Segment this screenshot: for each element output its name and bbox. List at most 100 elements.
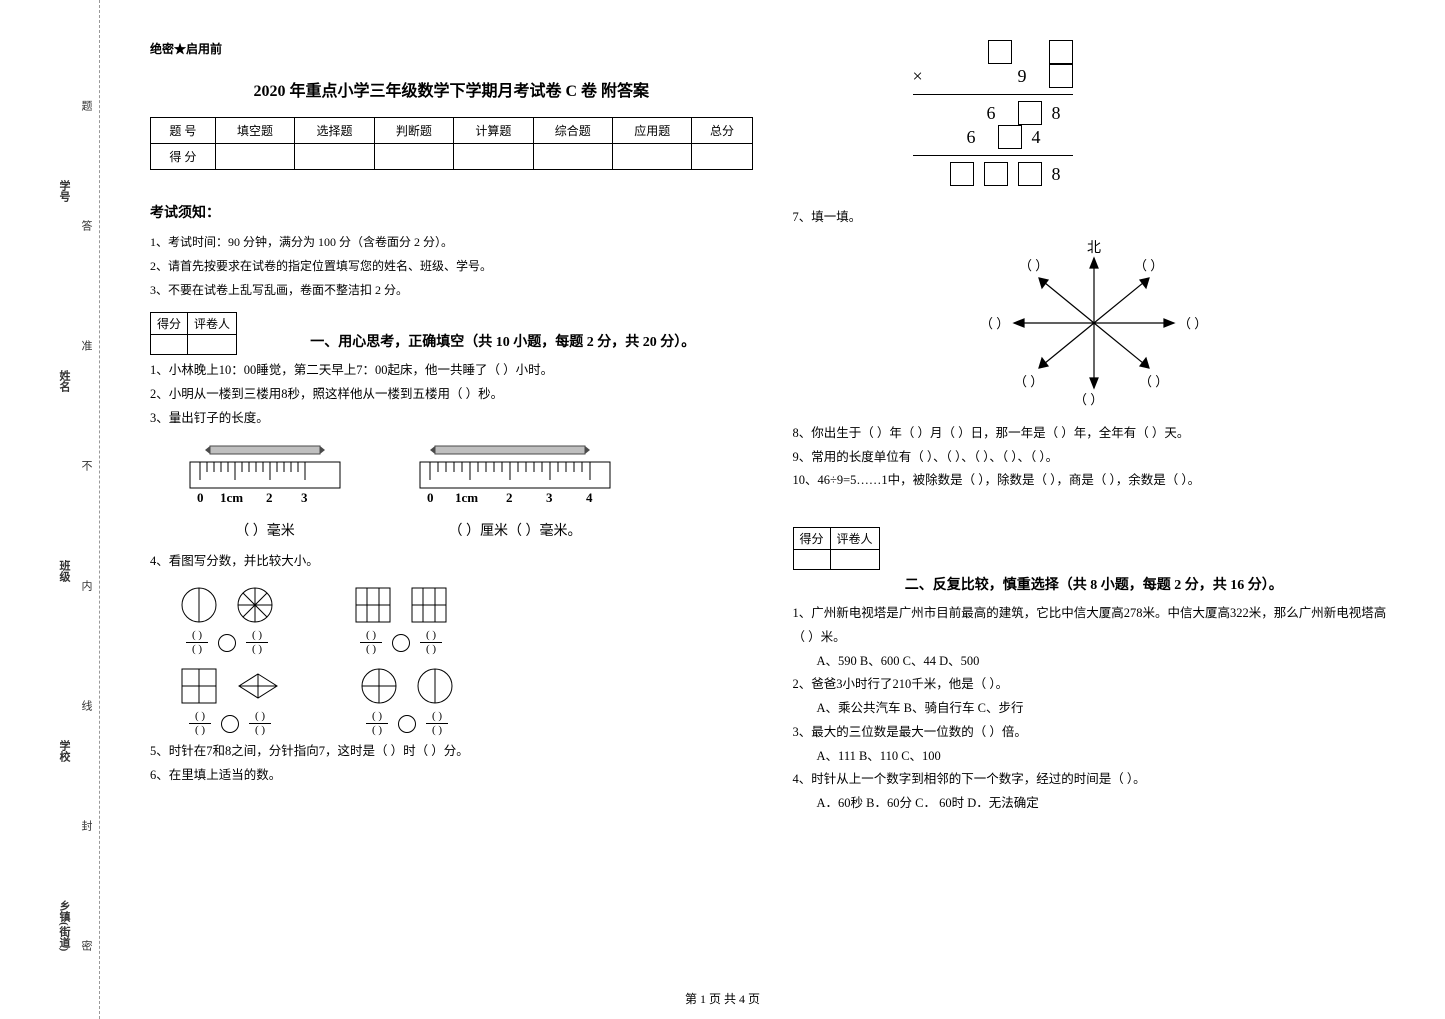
content-area: 绝密★启用前 2020 年重点小学三年级数学下学期月考试卷 C 卷 附答案 题 … [100, 0, 1445, 1019]
dashed-label-7: 答 [78, 220, 94, 231]
mini-score-cell[interactable] [793, 550, 830, 570]
score-h2: 选择题 [295, 118, 374, 144]
rulers: 0 1cm 2 3 （ ）毫米 [180, 440, 753, 540]
q10: 10、46÷9=5……1中，被除数是（ ），除数是（ ），商是（ ），余数是（ … [793, 469, 1396, 493]
score-cell[interactable] [295, 144, 374, 170]
score-h4: 计算题 [454, 118, 533, 144]
score-h3: 判断题 [374, 118, 453, 144]
fraction-pair: ( )( ) ( )( ) [360, 667, 454, 736]
blank-box[interactable] [998, 125, 1022, 149]
mini-score-cell[interactable] [188, 335, 237, 355]
section1-score-wrap: 得分 评卷人 一、用心思考，正确填空（共 10 小题，每题 2 分，共 20 分… [150, 302, 753, 359]
section1-title: 一、用心思考，正确填空（共 10 小题，每题 2 分，共 20 分）。 [253, 331, 752, 351]
binding-label-2: 学校 [56, 740, 72, 762]
dashed-label-8: 题 [78, 100, 94, 111]
blank-box[interactable] [1049, 64, 1073, 88]
circle-eighths-icon [236, 586, 274, 624]
ruler2-svg: 0 1cm 2 3 4 [410, 440, 620, 510]
q6: 6、在里填上适当的数。 [150, 764, 753, 788]
blank-box[interactable] [984, 162, 1008, 186]
section1-questions: 1、小林晚上10：00睡觉，第二天早上7：00起床，他一共睡了（ ）小时。 2、… [150, 359, 753, 788]
compare-circle[interactable] [221, 715, 239, 733]
svg-text:（ ）: （ ） [1014, 374, 1043, 389]
score-h0: 题 号 [151, 118, 216, 144]
circle-quarters-icon [360, 667, 398, 705]
svg-text:（ ）: （ ） [1134, 258, 1163, 273]
ruler2-caption: （ ）厘米（ ）毫米。 [410, 520, 620, 540]
score-cell[interactable] [692, 144, 752, 170]
svg-text:4: 4 [586, 490, 593, 505]
dashed-label-5: 不 [78, 460, 94, 471]
digit: 8 [1052, 103, 1073, 124]
svg-text:（ ）: （ ） [1139, 374, 1168, 389]
compare-circle[interactable] [398, 715, 416, 733]
dashed-label-4: 内 [78, 580, 94, 591]
compass-north: 北 [1087, 240, 1101, 256]
digit: 6 [987, 103, 1008, 124]
fraction-pair: ( )( ) ( )( ) [180, 586, 274, 655]
binding-margin: 乡镇(街道) 学校 班级 姓名 学号 密 封 线 内 不 准 答 题 [0, 0, 100, 1019]
digit: 9 [1018, 66, 1039, 87]
score-h6: 应用题 [613, 118, 692, 144]
q1: 1、小林晚上10：00睡觉，第二天早上7：00起床，他一共睡了（ ）小时。 [150, 359, 753, 383]
page-footer: 第 1 页 共 4 页 [0, 990, 1445, 1007]
s2q3: 3、最大的三位数是最大一位数的（ ）倍。 [793, 721, 1396, 745]
score-cell[interactable] [374, 144, 453, 170]
q3: 3、量出钉子的长度。 [150, 407, 753, 431]
digit: 6 [967, 127, 988, 148]
svg-text:2: 2 [266, 490, 273, 505]
mult-sign: × [913, 66, 935, 87]
digit [1022, 42, 1039, 63]
blank-box[interactable] [988, 40, 1012, 64]
score-cell[interactable] [613, 144, 692, 170]
s2q4-opts: A．60秒 B．60分 C． 60时 D．无法确定 [817, 792, 1396, 816]
fraction-pair: ( )( ) ( )( ) [180, 667, 280, 736]
square-grid-icon [354, 586, 392, 624]
q9: 9、常用的长度单位有（ ）、（ ）、（ ）、（ ）、（ ）。 [793, 446, 1396, 470]
fraction-pair: ( )( ) ( )( ) [354, 586, 448, 655]
compare-circle[interactable] [218, 634, 236, 652]
section2-questions: 1、广州新电视塔是广州市目前最高的建筑，它比中信大厦高278米。中信大厦高322… [793, 602, 1396, 816]
right-column: ×9 68 64 8 7、填一填。 [793, 40, 1396, 999]
confidential-label: 绝密★启用前 [150, 40, 753, 57]
blank-box[interactable] [1049, 40, 1073, 64]
score-cell[interactable] [454, 144, 533, 170]
svg-text:1cm: 1cm [220, 490, 243, 505]
vertical-multiplication: ×9 68 64 8 [913, 40, 1396, 186]
notice-item: 2、请首先按要求在试卷的指定位置填写您的姓名、班级、学号。 [150, 254, 753, 278]
notice-list: 1、考试时间：90 分钟，满分为 100 分（含卷面分 2 分）。 2、请首先按… [150, 230, 753, 302]
notice-item: 3、不要在试卷上乱写乱画，卷面不整洁扣 2 分。 [150, 278, 753, 302]
svg-text:3: 3 [301, 490, 308, 505]
blank-box[interactable] [950, 162, 974, 186]
ruler-1: 0 1cm 2 3 （ ）毫米 [180, 440, 350, 540]
blank-box[interactable] [1018, 101, 1042, 125]
q2: 2、小明从一楼到三楼用8秒，照这样他从一楼到五楼用（ ）秒。 [150, 383, 753, 407]
blank-box[interactable] [1018, 162, 1042, 186]
diamond-icon [236, 671, 280, 701]
s2q4: 4、时针从上一个数字到相邻的下一个数字，经过的时间是（ ）。 [793, 768, 1396, 792]
left-column: 绝密★启用前 2020 年重点小学三年级数学下学期月考试卷 C 卷 附答案 题 … [150, 40, 753, 999]
square-grid-icon [410, 586, 448, 624]
ruler-2: 0 1cm 2 3 4 （ ）厘米（ ）毫米。 [410, 440, 620, 540]
mini-score-cell[interactable] [151, 335, 188, 355]
fractions-row2: ( )( ) ( )( ) ( )( ) [180, 667, 753, 736]
svg-text:2: 2 [506, 490, 513, 505]
mini-score-c2: 评卷人 [188, 313, 237, 335]
mini-score-cell[interactable] [830, 550, 879, 570]
binding-label-1: 乡镇(街道) [56, 900, 72, 951]
score-row-label: 得 分 [151, 144, 216, 170]
score-cell[interactable] [215, 144, 294, 170]
compare-circle[interactable] [392, 634, 410, 652]
dashed-label-3: 线 [78, 700, 94, 711]
digit: 8 [1052, 164, 1073, 185]
score-table: 题 号 填空题 选择题 判断题 计算题 综合题 应用题 总分 得 分 [150, 117, 753, 170]
dashed-label-1: 密 [78, 940, 94, 951]
score-cell[interactable] [533, 144, 612, 170]
ruler1-caption: （ ）毫米 [180, 520, 350, 540]
svg-text:（ ）: （ ） [1019, 258, 1048, 273]
q5: 5、时针在7和8之间，分针指向7，这时是（ ）时（ ）分。 [150, 740, 753, 764]
svg-text:3: 3 [546, 490, 553, 505]
circle-half-icon [180, 586, 218, 624]
binding-label-5: 学号 [56, 180, 72, 202]
score-h1: 填空题 [215, 118, 294, 144]
